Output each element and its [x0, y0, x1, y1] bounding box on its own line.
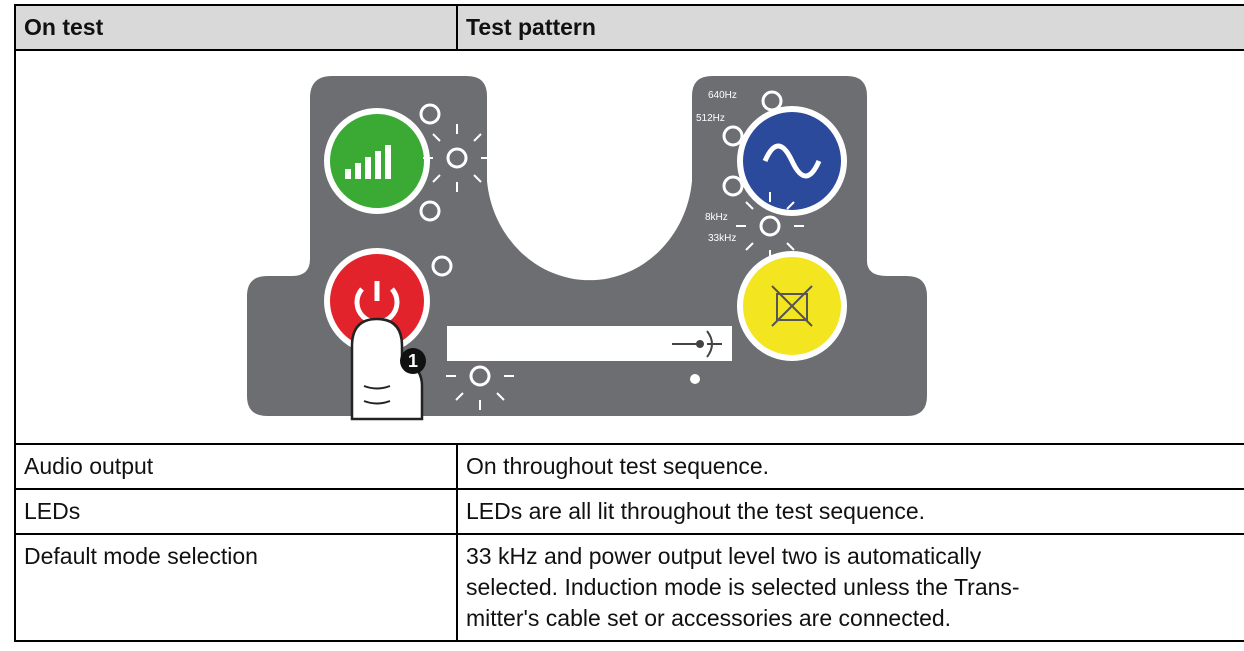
- leds: [419, 90, 783, 387]
- header-cell: Test pattern: [456, 4, 1244, 51]
- cell: Default mode selection: [14, 533, 458, 642]
- row: Audio output On throughout test sequence…: [14, 443, 1244, 490]
- image-cell: 1 640Hz 512Hz 8kHz 33kHz: [14, 49, 1244, 445]
- freq-label: 640Hz: [708, 90, 737, 101]
- connector-icon: [672, 330, 722, 358]
- panel-diagram: 1 640Hz 512Hz 8kHz 33kHz: [247, 76, 927, 421]
- finger-lines: [363, 385, 391, 405]
- step-badge: [400, 348, 426, 374]
- header-cell: On test: [14, 4, 458, 51]
- header-row: On test Test pattern: [14, 4, 1244, 51]
- indicator-dot: [690, 374, 700, 384]
- freq-label: 512Hz: [696, 113, 725, 124]
- row: LEDs LEDs are all lit throughout the tes…: [14, 488, 1244, 535]
- row: Default mode selection 33 kHz and power …: [14, 533, 1244, 642]
- led-rays: [423, 124, 804, 410]
- connector-dot: [696, 340, 704, 348]
- finger: [350, 317, 424, 421]
- freq-label: 8kHz: [705, 212, 728, 223]
- cell: Audio output: [14, 443, 458, 490]
- cell: LEDs are all lit throughout the test seq…: [456, 488, 1244, 535]
- freq-labels: 640Hz 512Hz 8kHz 33kHz: [696, 90, 737, 244]
- test-table: On test Test pattern: [14, 4, 1244, 642]
- image-row: 1 640Hz 512Hz 8kHz 33kHz: [14, 49, 1244, 445]
- cell: 33 kHz and power output level two is aut…: [456, 533, 1244, 642]
- cell: On throughout test sequence.: [456, 443, 1244, 490]
- cell: LEDs: [14, 488, 458, 535]
- line: selected. Induction mode is selected unl…: [466, 574, 1020, 600]
- freq-label: 33kHz: [708, 233, 736, 244]
- step-number: 1: [408, 351, 418, 371]
- line: 33 kHz and power output level two is aut…: [466, 543, 982, 569]
- line: mitter's cable set or accessories are co…: [466, 605, 952, 631]
